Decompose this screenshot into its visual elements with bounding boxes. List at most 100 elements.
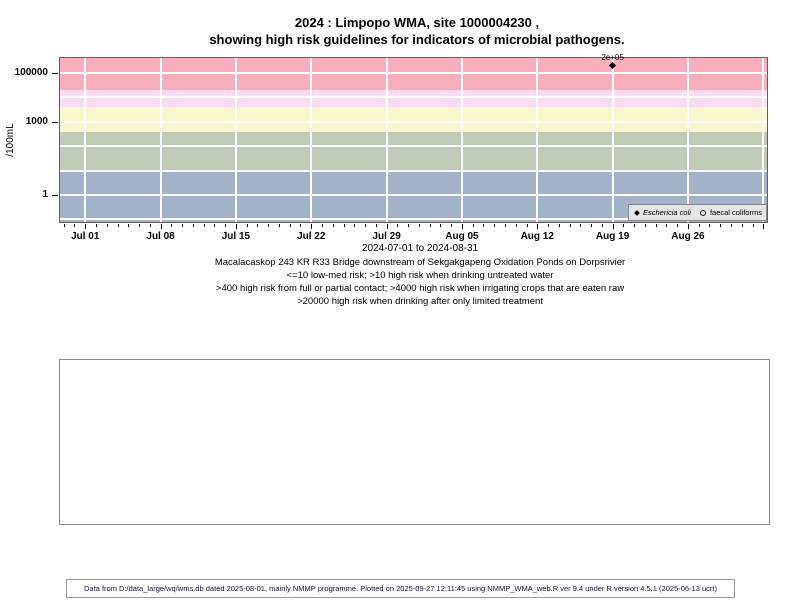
x-tick-label: Jul 15 (221, 231, 251, 242)
v-gridline (762, 57, 765, 223)
x-minor-tick (85, 224, 87, 227)
plot-area: Eschericia coli faecal coliforms 2e+05 (59, 53, 768, 223)
chart-title-line1: 2024 : Limpopo WMA, site 1000004230 , (294, 15, 540, 30)
caption-risk-line3: >20000 high risk when drinking after onl… (297, 296, 543, 307)
x-minor-tick (709, 224, 711, 227)
data-point-label: 2e+05 (601, 52, 624, 62)
v-gridline (159, 57, 162, 223)
y-axis-label: /100mL (5, 123, 16, 157)
x-minor-tick (225, 224, 227, 227)
x-minor-tick (730, 224, 732, 227)
x-tick-label: Jul 01 (71, 231, 100, 242)
v-gridline (536, 57, 539, 223)
v-gridline (385, 57, 388, 223)
chart-title: 2024 : Limpopo WMA, site 1000004230 , sh… (34, 14, 800, 48)
chart-area: /100mL Eschericia coli faecal coliforms … (5, 53, 768, 242)
x-minor-tick (182, 224, 184, 227)
x-minor-tick (365, 224, 367, 227)
caption-risk-line1: <=10 low-med risk; >10 high risk when dr… (286, 270, 554, 281)
x-minor-tick (128, 224, 130, 227)
legend-open-circle-icon (699, 209, 706, 216)
v-gridline (460, 57, 463, 223)
x-minor-tick (569, 224, 571, 227)
x-minor-tick (601, 224, 603, 227)
x-minor-tick (203, 224, 205, 227)
x-minor-tick (666, 224, 668, 227)
h-gridline (59, 96, 768, 99)
x-minor-tick (537, 224, 539, 227)
x-minor-tick (289, 224, 291, 227)
footer: Data from D:/data_large/wq/wms.db dated … (66, 579, 735, 598)
x-minor-tick (677, 224, 679, 227)
legend-filled-diamond-icon (634, 209, 640, 216)
caption-site-description: Macalacaskop 243 KR R33 Bridge downstrea… (214, 257, 626, 268)
x-minor-tick (720, 224, 722, 227)
x-axis-range-label: 2024-07-01 to 2024-08-31 (361, 243, 479, 254)
x-minor-tick (246, 224, 248, 227)
h-gridline (59, 120, 768, 123)
v-gridline (686, 57, 689, 223)
x-minor-tick (687, 224, 689, 227)
legend: Eschericia coli faecal coliforms (628, 204, 767, 221)
x-minor-tick (634, 224, 636, 227)
risk-band (59, 131, 768, 171)
h-gridline (59, 218, 768, 221)
footer-text: Data from D:/data_large/wq/wms.db dated … (84, 584, 717, 593)
x-minor-tick (149, 224, 151, 227)
x-tick-label: Jul 29 (372, 231, 401, 242)
caption-block: Macalacaskop 243 KR R33 Bridge downstrea… (40, 256, 800, 308)
x-minor-tick (623, 224, 625, 227)
caption-risk-line2: >400 high risk from full or partial cont… (215, 283, 625, 294)
x-minor-tick (63, 224, 65, 227)
x-minor-tick (257, 224, 259, 227)
risk-band (59, 107, 768, 132)
x-minor-tick (354, 224, 356, 227)
x-tick-label: Jul 08 (146, 231, 175, 242)
x-minor-tick (741, 224, 743, 227)
x-tick-label: Aug 05 (445, 231, 479, 242)
x-minor-tick (96, 224, 98, 227)
x-minor-tick (494, 224, 496, 227)
y-tick (52, 73, 58, 75)
risk-band (59, 90, 768, 108)
x-minor-tick (418, 224, 420, 227)
x-minor-tick (472, 224, 474, 227)
x-minor-tick (558, 224, 560, 227)
x-minor-tick (322, 224, 324, 227)
x-tick-label: Jul 22 (297, 231, 326, 242)
h-gridline (59, 193, 768, 196)
v-gridline (84, 57, 87, 223)
x-minor-tick (526, 224, 528, 227)
x-minor-tick (397, 224, 399, 227)
x-minor-tick (300, 224, 302, 227)
x-tick-label: Aug 12 (520, 231, 554, 242)
x-minor-tick (386, 224, 388, 227)
x-minor-tick (612, 224, 614, 227)
x-tick-label: Aug 26 (671, 231, 705, 242)
x-minor-tick (698, 224, 700, 227)
x-minor-tick (171, 224, 173, 227)
x-tick-label: Aug 19 (595, 231, 630, 242)
legend-label-ecoli: Eschericia coli (643, 208, 691, 217)
y-tick-label: 100000 (14, 67, 48, 79)
x-minor-tick (655, 224, 657, 227)
chart-title-line2: showing high risk guidelines for indicat… (209, 32, 625, 47)
h-gridline (59, 145, 768, 148)
y-tick-label: 1 (42, 188, 48, 200)
x-minor-tick (106, 224, 108, 227)
x-minor-tick (483, 224, 485, 227)
x-minor-tick (332, 224, 334, 227)
x-minor-tick (268, 224, 270, 227)
v-gridline (611, 57, 614, 223)
x-minor-tick (763, 224, 765, 227)
x-minor-tick (214, 224, 216, 227)
x-minor-tick (580, 224, 582, 227)
x-minor-tick (504, 224, 506, 227)
x-minor-tick (440, 224, 442, 227)
legend-label-faecal-coliforms: faecal coliforms (709, 208, 763, 217)
x-minor-tick (192, 224, 194, 227)
x-minor-tick (548, 224, 550, 227)
x-minor-tick (752, 224, 754, 227)
x-minor-tick (461, 224, 463, 227)
x-minor-tick (74, 224, 76, 227)
